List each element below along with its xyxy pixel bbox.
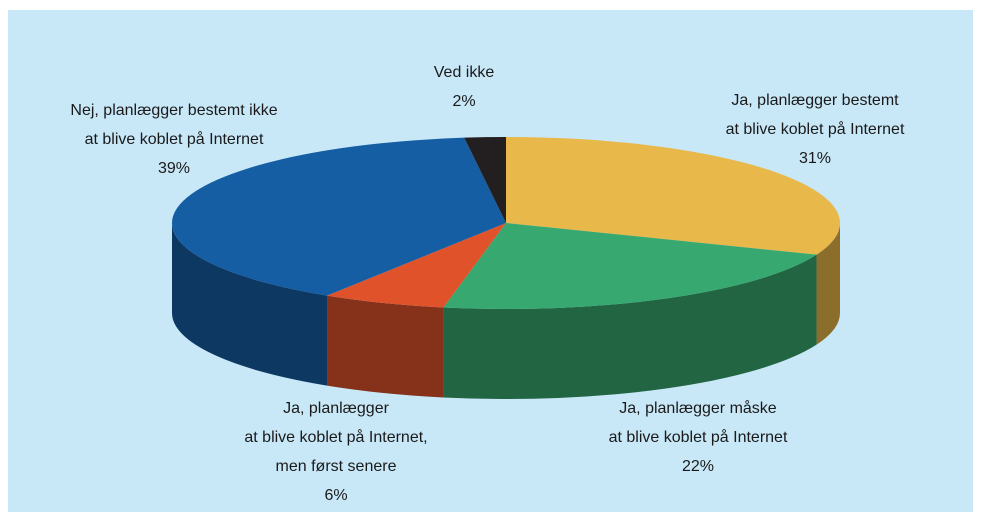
slice-label: Ja, planlægger at blive koblet på Intern…	[186, 394, 486, 510]
category-label: Ja, planlægger bestemt at blive koblet p…	[725, 92, 905, 138]
slice-label: Nej, planlægger bestemt ikke at blive ko…	[24, 96, 324, 183]
slice-side	[172, 223, 328, 386]
slice-side	[816, 223, 840, 345]
slice-label: Ved ikke 2%	[314, 58, 614, 116]
value-label: 6%	[324, 487, 348, 504]
category-label: Ja, planlægger måske at blive koblet på …	[608, 400, 788, 446]
value-label: 31%	[798, 150, 832, 167]
slice	[506, 137, 840, 255]
value-label: 2%	[452, 93, 476, 110]
slice-label: Ja, planlægger måske at blive koblet på …	[548, 394, 848, 481]
category-label: Nej, planlægger bestemt ikke at blive ko…	[70, 102, 278, 148]
slice	[443, 223, 817, 310]
slice-side	[443, 254, 817, 400]
slice	[464, 137, 506, 223]
value-label: 39%	[157, 160, 191, 177]
slice-label: Ja, planlægger bestemt at blive koblet p…	[665, 86, 965, 173]
value-label: 22%	[681, 458, 715, 475]
slice-side	[327, 295, 444, 398]
slice	[171, 137, 506, 296]
category-label: Ved ikke	[433, 64, 495, 81]
slice	[327, 223, 506, 308]
category-label: Ja, planlægger at blive koblet på Intern…	[244, 400, 428, 475]
